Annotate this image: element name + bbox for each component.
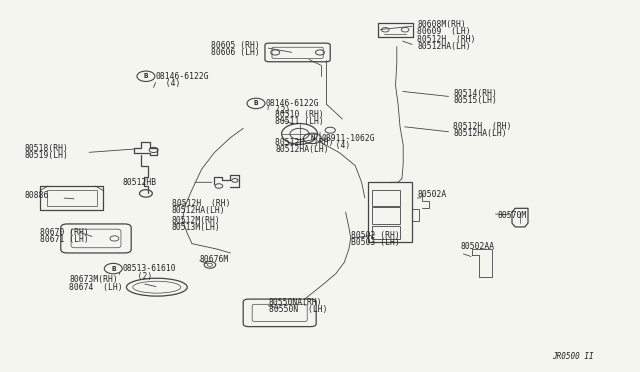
Text: 80519(LH): 80519(LH) <box>24 151 68 160</box>
Text: 80502A: 80502A <box>417 190 447 199</box>
Text: 80512H  (RH): 80512H (RH) <box>172 199 230 208</box>
Text: 80886: 80886 <box>24 191 49 200</box>
Bar <box>368 182 412 242</box>
Text: 80550NA(RH): 80550NA(RH) <box>269 298 323 307</box>
Bar <box>40 186 103 210</box>
Text: (2): (2) <box>266 106 290 115</box>
Bar <box>47 190 97 206</box>
Text: B0503 (LH): B0503 (LH) <box>351 238 399 247</box>
Text: 80512HA(LH): 80512HA(LH) <box>417 42 471 51</box>
Text: 80512HA(LH): 80512HA(LH) <box>172 206 225 215</box>
Text: 80512H  (RH): 80512H (RH) <box>417 35 476 44</box>
Text: (4): (4) <box>321 141 351 150</box>
Text: 80502 (RH): 80502 (RH) <box>351 231 399 240</box>
Text: 08513-61610: 08513-61610 <box>123 264 177 273</box>
Text: 80512M(RH): 80512M(RH) <box>172 216 220 225</box>
Text: N: N <box>310 135 314 141</box>
Text: (2): (2) <box>123 272 152 280</box>
Text: 80609  (LH): 80609 (LH) <box>417 27 471 36</box>
Text: 80513M(LH): 80513M(LH) <box>172 223 220 232</box>
Text: 80550N  (LH): 80550N (LH) <box>269 305 327 314</box>
Text: 80511 (LH): 80511 (LH) <box>275 117 324 126</box>
Text: 80605 (RH): 80605 (RH) <box>211 41 260 50</box>
Text: 80502AA: 80502AA <box>461 242 495 251</box>
Text: 08146-6122G: 08146-6122G <box>156 72 209 81</box>
Text: B: B <box>111 266 115 272</box>
Text: 80512HA(LH): 80512HA(LH) <box>275 145 329 154</box>
Text: (4): (4) <box>156 79 180 88</box>
Text: 80670 (RH): 80670 (RH) <box>40 228 88 237</box>
Text: 80673M(RH): 80673M(RH) <box>69 275 118 284</box>
Text: 80512H  (RH): 80512H (RH) <box>453 122 511 131</box>
Text: 80671 (LH): 80671 (LH) <box>40 235 88 244</box>
Text: 80674  (LH): 80674 (LH) <box>69 283 123 292</box>
Text: 80608M(RH): 80608M(RH) <box>417 20 466 29</box>
Text: 80514(RH): 80514(RH) <box>453 89 497 98</box>
Text: 80512HA(LH): 80512HA(LH) <box>453 129 507 138</box>
Text: 80676M: 80676M <box>200 255 229 264</box>
Text: JR0500 II: JR0500 II <box>552 352 593 361</box>
Bar <box>372 226 400 239</box>
Text: 80518(RH): 80518(RH) <box>24 144 68 153</box>
Text: 08146-6122G: 08146-6122G <box>266 99 319 108</box>
Text: 80512H  (RH): 80512H (RH) <box>275 138 333 147</box>
Text: 80515(LH): 80515(LH) <box>453 96 497 105</box>
Bar <box>372 190 400 206</box>
Text: 80606 (LH): 80606 (LH) <box>211 48 260 57</box>
Text: 80570M: 80570M <box>498 211 527 220</box>
Text: B: B <box>144 73 148 79</box>
Text: 08911-1062G: 08911-1062G <box>321 134 375 143</box>
Text: B: B <box>254 100 258 106</box>
Bar <box>372 207 400 224</box>
Text: 80512HB: 80512HB <box>123 178 157 187</box>
Text: 80510 (RH): 80510 (RH) <box>275 110 324 119</box>
